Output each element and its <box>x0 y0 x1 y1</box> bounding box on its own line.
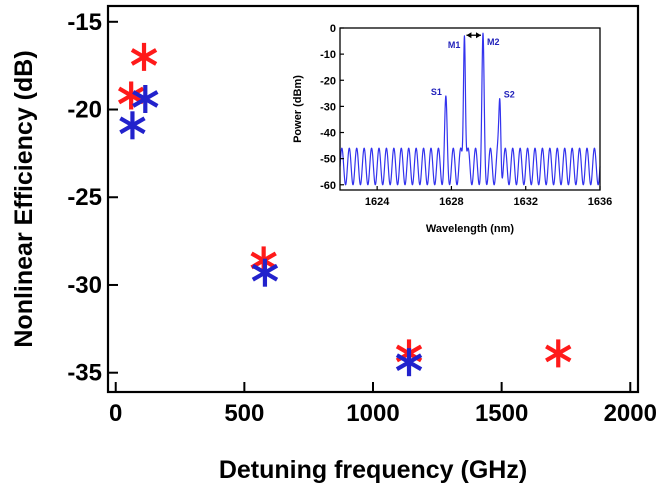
scatter-point <box>545 339 572 368</box>
main-scatter-chart: 0 500 1000 1500 2000 -15 -20 -25 -30 -35 Detuning… <box>10 4 656 484</box>
main-y-tick-label: -15 <box>67 9 102 36</box>
scatter-point <box>251 258 279 287</box>
main-y-tick-label: -20 <box>67 97 102 124</box>
inset-x-axis-label: Wavelength (nm) <box>426 223 515 235</box>
main-y-tick-label: -25 <box>67 184 102 211</box>
inset-y-tick-label: -30 <box>320 101 336 113</box>
peak-label-s1: S1 <box>431 87 442 97</box>
inset-y-tick-label: -10 <box>320 49 336 61</box>
main-y-tick-label: -35 <box>67 360 102 387</box>
peak-label-m1: M1 <box>448 40 461 50</box>
inset-spectrum-line <box>339 32 601 186</box>
scatter-point <box>130 42 158 71</box>
scatter-point <box>132 84 159 113</box>
main-y-axis-label: Nonlinear Efficiency (dB) <box>10 50 38 347</box>
main-x-tick-label: 2000 <box>604 400 656 427</box>
inset-ticks: 1624 1628 1632 1636 0 -10 -20 -30 -40 -50 -60 <box>320 23 612 208</box>
inset-y-tick-label: -20 <box>320 75 336 87</box>
inset-double-arrow <box>466 32 481 39</box>
peak-label-m2: M2 <box>487 37 500 47</box>
main-x-tick-label: 1500 <box>475 400 528 427</box>
inset-x-tick-label: 1636 <box>588 196 612 208</box>
scatter-point <box>119 111 146 140</box>
main-x-axis-label: Detuning frequency (GHz) <box>219 456 527 484</box>
inset-y-tick-label: -40 <box>320 128 336 140</box>
inset-y-tick-label: 0 <box>330 23 336 35</box>
inset-y-axis-label: Power (dBm) <box>292 75 304 143</box>
inset-x-tick-label: 1628 <box>439 196 463 208</box>
main-data-marks <box>117 42 572 377</box>
main-x-tick-label: 500 <box>224 400 264 427</box>
inset-spectrum-chart: M1 M2 S1 S2 1624 1628 1632 1636 0 -10 -20 -30 -40 -5… <box>292 23 612 235</box>
main-ticks: 0 500 1000 1500 2000 -15 -20 -25 -30 -35 <box>67 9 656 427</box>
inset-x-tick-label: 1632 <box>513 196 537 208</box>
inset-peak-labels: M1 M2 S1 S2 <box>431 37 515 99</box>
inset-plot-frame <box>339 27 601 191</box>
inset-y-tick-label: -60 <box>320 180 336 192</box>
main-x-tick-label: 1000 <box>346 400 399 427</box>
scatter-point <box>395 348 423 377</box>
main-x-tick-label: 0 <box>109 400 122 427</box>
peak-label-s2: S2 <box>504 90 515 100</box>
inset-x-tick-label: 1624 <box>365 196 390 208</box>
inset-y-tick-label: -50 <box>320 154 336 166</box>
main-y-tick-label: -30 <box>67 272 102 299</box>
